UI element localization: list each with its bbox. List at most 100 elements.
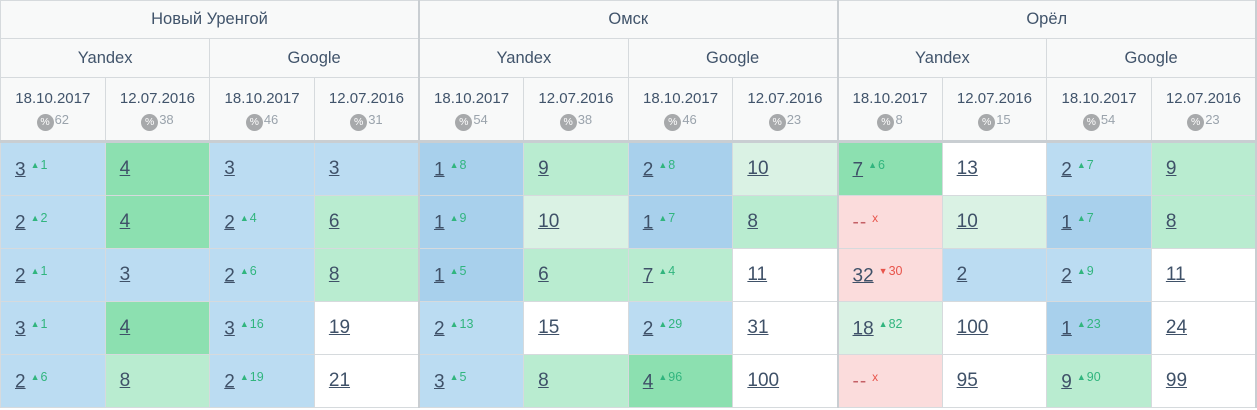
rank-value[interactable]: 8 [1165, 211, 1177, 232]
rank-value[interactable]: 9 [538, 158, 549, 179]
rank-value[interactable]: 2 [434, 318, 445, 340]
rank-value[interactable]: 10 [956, 211, 978, 232]
rank-cell[interactable]: 2 ▲6 [0, 354, 106, 408]
rank-cell[interactable]: 11 [1150, 248, 1257, 302]
rank-value[interactable]: 11 [747, 264, 768, 285]
date-column-header[interactable]: 12.07.2016% 23 [1150, 77, 1257, 143]
date-column-header[interactable]: 18.10.2017% 8 [836, 77, 943, 143]
rank-value[interactable]: 15 [538, 317, 560, 338]
rank-value[interactable]: 3 [224, 158, 235, 179]
rank-cell[interactable]: 1 ▲8 [418, 141, 525, 196]
rank-value[interactable]: 6 [538, 264, 549, 285]
rank-cell[interactable]: 31 [732, 301, 838, 355]
date-column-header[interactable]: 18.10.2017% 46 [627, 77, 734, 143]
rank-value[interactable]: 6 [328, 211, 340, 232]
rank-cell[interactable]: 18 ▲82 [836, 301, 943, 355]
rank-value[interactable]: 100 [747, 370, 780, 391]
engine-header-yandex[interactable]: Yandex [836, 38, 1048, 78]
rank-cell[interactable]: 100 [732, 354, 838, 408]
date-column-header[interactable]: 18.10.2017% 54 [1046, 77, 1152, 143]
engine-header-google[interactable]: Google [1046, 38, 1257, 78]
rank-cell[interactable]: 3 [313, 141, 420, 196]
rank-cell[interactable]: 2 ▲13 [418, 301, 525, 355]
rank-value[interactable]: 2 [224, 371, 235, 393]
rank-cell[interactable]: 8 [732, 195, 838, 249]
rank-cell[interactable]: 1 ▲9 [418, 195, 525, 249]
rank-cell[interactable]: 2 ▲2 [0, 195, 106, 249]
rank-cell[interactable]: 19 [313, 301, 420, 355]
rank-cell[interactable]: 9 [523, 141, 629, 196]
date-column-header[interactable]: 18.10.2017% 46 [209, 77, 315, 143]
rank-cell[interactable]: 3 ▲1 [0, 141, 106, 196]
engine-header-google[interactable]: Google [209, 38, 420, 78]
rank-value[interactable]: 100 [956, 317, 989, 338]
rank-cell[interactable]: x [836, 195, 943, 249]
rank-cell[interactable]: 100 [941, 301, 1048, 355]
rank-cell[interactable]: 4 [104, 141, 211, 196]
rank-value[interactable]: 2 [642, 159, 654, 181]
rank-cell[interactable]: 2 [941, 248, 1048, 302]
rank-cell[interactable]: 3 ▲16 [209, 301, 315, 355]
rank-cell[interactable]: 10 [941, 195, 1048, 249]
rank-cell[interactable]: 9 [1150, 141, 1257, 196]
rank-value[interactable]: 24 [1165, 317, 1188, 338]
rank-cell[interactable]: 8 [1150, 195, 1257, 249]
rank-cell[interactable]: 8 [313, 248, 420, 302]
date-column-header[interactable]: 12.07.2016% 31 [313, 77, 420, 143]
engine-header-yandex[interactable]: Yandex [0, 38, 211, 78]
rank-cell[interactable]: 95 [941, 354, 1048, 408]
rank-cell[interactable]: 2 ▲1 [0, 248, 106, 302]
rank-cell[interactable]: 3 ▲5 [418, 354, 525, 408]
date-column-header[interactable]: 12.07.2016% 23 [732, 77, 838, 143]
date-column-header[interactable]: 18.10.2017% 62 [0, 77, 106, 143]
rank-value[interactable]: 9 [1061, 371, 1072, 393]
date-column-header[interactable]: 12.07.2016% 38 [523, 77, 629, 143]
rank-cell[interactable]: 24 [1150, 301, 1257, 355]
rank-value[interactable]: 21 [328, 370, 351, 391]
rank-cell[interactable]: 3 [209, 141, 315, 196]
rank-value[interactable]: 2 [1061, 265, 1072, 287]
rank-value[interactable]: 1 [434, 212, 445, 234]
rank-value[interactable]: 3 [434, 371, 445, 393]
rank-value[interactable]: 95 [956, 370, 978, 391]
rank-value[interactable]: 3 [119, 264, 131, 285]
rank-value[interactable]: 1 [434, 159, 445, 181]
rank-value[interactable]: 2 [15, 265, 26, 287]
rank-cell[interactable]: 2 ▲4 [209, 195, 315, 249]
rank-cell[interactable]: 8 [523, 354, 629, 408]
rank-cell[interactable]: 15 [523, 301, 629, 355]
rank-cell[interactable]: 6 [523, 248, 629, 302]
rank-cell[interactable]: 2 ▲9 [1046, 248, 1152, 302]
rank-value[interactable]: 11 [1165, 264, 1186, 285]
rank-cell[interactable]: 1 ▲7 [1046, 195, 1152, 249]
rank-cell[interactable]: 2 ▲8 [627, 141, 734, 196]
rank-value[interactable]: 10 [747, 158, 769, 179]
rank-cell[interactable]: 7 ▲6 [836, 141, 943, 196]
rank-cell[interactable]: 13 [941, 141, 1048, 196]
rank-value[interactable]: 4 [119, 211, 131, 232]
rank-value[interactable]: 2 [224, 265, 235, 287]
rank-value[interactable]: 1 [434, 265, 445, 287]
rank-cell[interactable]: 32 ▼30 [836, 248, 943, 302]
rank-value[interactable]: 7 [642, 265, 654, 287]
rank-value[interactable]: 1 [642, 212, 654, 234]
rank-value[interactable]: 8 [119, 370, 131, 391]
rank-cell[interactable]: 10 [523, 195, 629, 249]
rank-value[interactable]: 1 [1061, 318, 1072, 340]
rank-cell[interactable]: 1 ▲5 [418, 248, 525, 302]
rank-cell[interactable]: 8 [104, 354, 211, 408]
rank-cell[interactable]: 7 ▲4 [627, 248, 734, 302]
rank-value[interactable]: 8 [538, 370, 549, 391]
rank-value[interactable]: 3 [328, 158, 340, 179]
rank-value[interactable]: 7 [852, 159, 864, 181]
rank-value[interactable]: 31 [747, 317, 769, 338]
rank-cell[interactable]: 11 [732, 248, 838, 302]
rank-cell[interactable]: 2 ▲19 [209, 354, 315, 408]
rank-cell[interactable]: 9 ▲90 [1046, 354, 1152, 408]
rank-value[interactable]: 3 [15, 318, 26, 340]
rank-value[interactable]: 4 [119, 158, 131, 179]
rank-value[interactable]: 19 [328, 317, 351, 338]
rank-value[interactable]: 2 [956, 264, 968, 285]
rank-cell[interactable]: 4 ▲96 [627, 354, 734, 408]
rank-cell[interactable]: 4 [104, 195, 211, 249]
